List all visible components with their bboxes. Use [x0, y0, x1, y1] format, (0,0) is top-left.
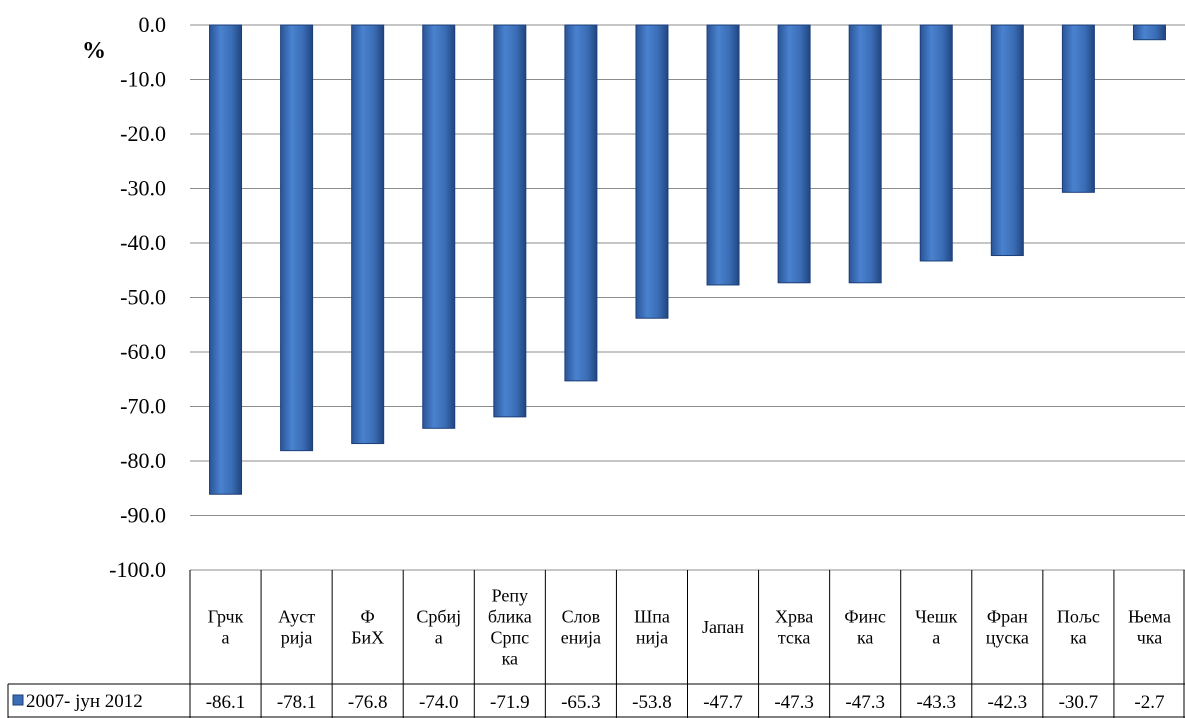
bar: [280, 24, 314, 452]
category-label: а: [932, 628, 940, 648]
category-label: чка: [1137, 628, 1163, 648]
y-axis-ticks: 0.0 -10.0 -20.0 -30.0 -40.0 -50.0 -60.0 -70.0 -8…: [109, 12, 166, 582]
category-label: Репу: [492, 586, 528, 606]
bar: [493, 24, 527, 418]
y-tick-label: -80.0: [120, 448, 166, 473]
bar: [777, 24, 811, 284]
bar: [635, 24, 669, 319]
category-label: цуска: [986, 628, 1029, 648]
bar: [1132, 24, 1166, 41]
y-tick-label: -100.0: [109, 557, 166, 582]
data-value-label: -71.9: [490, 692, 530, 713]
category-label: Грчк: [208, 607, 244, 627]
category-label: Финс: [844, 607, 885, 627]
y-tick-label: -40.0: [120, 230, 166, 255]
category-label: Шпа: [634, 607, 670, 627]
category-label: Ф: [361, 607, 375, 627]
data-value-label: -47.3: [845, 692, 885, 713]
legend-series-name: 2007- јун 2012: [26, 691, 143, 712]
bar: [919, 24, 953, 262]
y-tick-label: -20.0: [120, 121, 166, 146]
y-tick-label: -30.0: [120, 176, 166, 201]
y-tick-label: -70.0: [120, 394, 166, 419]
bar: [706, 24, 740, 286]
bar: [351, 24, 385, 445]
bar: [564, 24, 598, 382]
category-label: ка: [502, 649, 518, 669]
data-table: ГрчкаАустријаФБиХСрбијаРепубликаСрпскаСл…: [7, 570, 1185, 718]
category-label: рија: [281, 628, 313, 648]
y-tick-label: -50.0: [120, 285, 166, 310]
category-label: ка: [857, 628, 873, 648]
category-label: Хрва: [775, 607, 813, 627]
category-label: енија: [561, 628, 601, 648]
y-tick-label: -60.0: [120, 339, 166, 364]
category-label: тска: [778, 628, 811, 648]
category-label: Ауст: [278, 607, 315, 627]
bar: [848, 24, 882, 284]
category-label: БиХ: [351, 628, 384, 648]
data-value-label: -47.7: [703, 692, 743, 713]
y-tick-label: -90.0: [120, 503, 166, 528]
category-label: а: [222, 628, 230, 648]
category-label: Њема: [1128, 607, 1171, 627]
data-value-label: -42.3: [988, 692, 1028, 713]
y-axis-label: %: [82, 38, 106, 64]
bars: [209, 24, 1166, 495]
y-tick-label: -10.0: [120, 67, 166, 92]
data-value-label: -76.8: [348, 692, 388, 713]
data-value-label: -65.3: [561, 692, 601, 713]
category-label: Српс: [491, 628, 530, 648]
category-label: Србиј: [416, 607, 461, 627]
bar: [422, 24, 456, 429]
data-value-label: -74.0: [419, 692, 459, 713]
gridlines: [190, 24, 1185, 571]
data-value-label: -30.7: [1059, 692, 1099, 713]
category-label: нија: [636, 628, 668, 648]
data-value-label: -2.7: [1134, 692, 1164, 713]
data-value-label: -53.8: [632, 692, 672, 713]
category-label: ка: [1070, 628, 1086, 648]
category-label: Фран: [987, 607, 1028, 627]
data-value-label: -43.3: [916, 692, 956, 713]
category-label: Слов: [562, 607, 601, 627]
category-label: Чешк: [915, 607, 958, 627]
category-label: Пољс: [1057, 607, 1100, 627]
legend-swatch: [12, 694, 24, 706]
data-value-label: -47.3: [774, 692, 814, 713]
category-label: Јапан: [702, 617, 744, 637]
bar: [1061, 24, 1095, 193]
category-label: блика: [488, 607, 532, 627]
bar: [990, 24, 1024, 257]
category-label: а: [435, 628, 443, 648]
y-tick-label: 0.0: [139, 12, 167, 37]
data-value-label: -86.1: [206, 692, 246, 713]
data-value-label: -78.1: [277, 692, 317, 713]
bar: [209, 24, 243, 495]
